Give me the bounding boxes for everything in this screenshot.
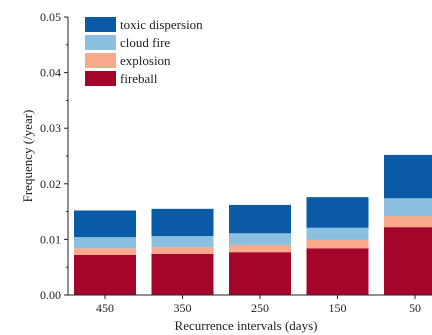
bar-fireball-50 bbox=[384, 227, 432, 295]
bar-explosion-150 bbox=[306, 239, 369, 249]
bar-fireball-150 bbox=[306, 248, 369, 295]
x-tick-label: 50 bbox=[409, 301, 421, 315]
bar-fireball-250 bbox=[229, 252, 291, 295]
bar-cloud-fire-150 bbox=[306, 227, 369, 240]
bar-explosion-50 bbox=[384, 216, 432, 228]
x-tick-label: 250 bbox=[251, 301, 269, 315]
bar-fireball-450 bbox=[74, 254, 136, 295]
bar-cloud-fire-50 bbox=[384, 198, 432, 217]
y-axis-title: Frequency (/year) bbox=[20, 110, 35, 203]
legend-swatch-toxic-dispersion bbox=[85, 17, 116, 32]
bar-toxic-dispersion-450 bbox=[74, 210, 136, 238]
bar-cloud-fire-350 bbox=[151, 236, 214, 248]
bars bbox=[74, 154, 432, 295]
bar-cloud-fire-250 bbox=[229, 233, 291, 245]
x-axis-title: Recurrence intervals (days) bbox=[175, 318, 318, 333]
bar-toxic-dispersion-150 bbox=[306, 197, 369, 228]
y-tick-label: 0.02 bbox=[40, 177, 61, 191]
bar-explosion-250 bbox=[229, 244, 291, 253]
x-tick-label: 150 bbox=[329, 301, 347, 315]
bar-toxic-dispersion-50 bbox=[384, 154, 432, 199]
axes: 0.00 0.01 0.02 0.03 0.04 0.05 450 350 250 150 50 bbox=[40, 10, 432, 315]
x-tick-label: 450 bbox=[96, 301, 114, 315]
legend: toxic dispersion cloud fire explosion fireb… bbox=[85, 17, 203, 86]
y-tick-label: 0.04 bbox=[40, 66, 61, 80]
bar-explosion-350 bbox=[151, 247, 214, 254]
bar-cloud-fire-450 bbox=[74, 237, 136, 249]
bar-fireball-350 bbox=[151, 253, 214, 295]
legend-label-toxic-dispersion: toxic dispersion bbox=[120, 17, 203, 32]
bar-explosion-450 bbox=[74, 248, 136, 255]
y-tick-label: 0.01 bbox=[40, 232, 61, 246]
bar-toxic-dispersion-350 bbox=[151, 208, 214, 237]
y-tick-label: 0.00 bbox=[40, 288, 61, 302]
y-tick-label: 0.03 bbox=[40, 121, 61, 135]
x-tick-label: 350 bbox=[174, 301, 192, 315]
legend-swatch-explosion bbox=[85, 53, 116, 68]
legend-label-explosion: explosion bbox=[120, 53, 171, 68]
legend-swatch-cloud-fire bbox=[85, 35, 116, 50]
bar-toxic-dispersion-250 bbox=[229, 204, 291, 234]
legend-swatch-fireball bbox=[85, 71, 116, 86]
y-tick-label: 0.05 bbox=[40, 10, 61, 24]
legend-label-cloud-fire: cloud fire bbox=[120, 35, 170, 50]
legend-label-fireball: fireball bbox=[120, 71, 158, 86]
